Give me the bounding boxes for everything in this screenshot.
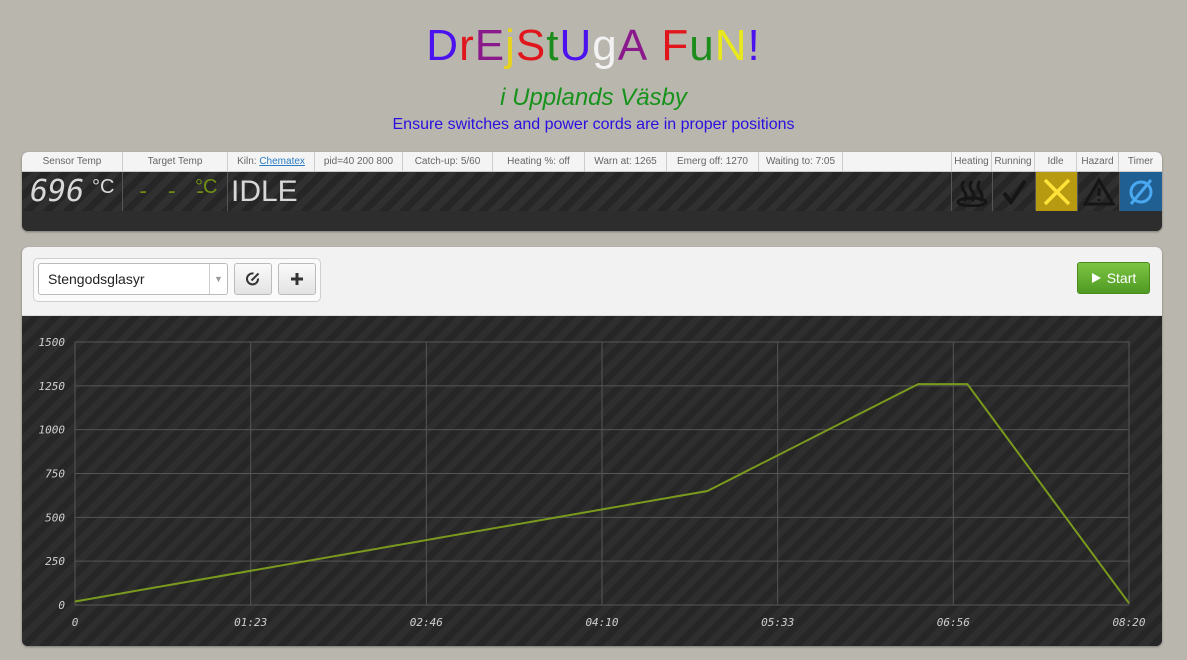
y-tick-label: 1500 bbox=[39, 336, 66, 349]
kiln-name-link[interactable]: Chematex bbox=[259, 156, 305, 167]
warn-at-value: Warn at: 1265 bbox=[585, 152, 667, 171]
title-letter: g bbox=[592, 21, 618, 70]
idle-indicator bbox=[1035, 172, 1077, 211]
idle-label: Idle bbox=[1035, 152, 1077, 171]
profile-toolbar: Stengodsglasyr ▼ Start bbox=[22, 247, 1162, 316]
edit-icon bbox=[246, 272, 260, 286]
sensor-temp-unit: °C bbox=[92, 176, 115, 198]
y-tick-label: 1250 bbox=[39, 380, 66, 393]
profile-line bbox=[74, 383, 1130, 604]
x-tick-label: 02:46 bbox=[410, 616, 443, 629]
idle-x-icon bbox=[1043, 178, 1070, 205]
y-tick-label: 250 bbox=[45, 555, 65, 568]
y-axis-ticks: 0 250 500 750 1000 1250 1500 bbox=[39, 336, 66, 612]
status-footer-strip bbox=[22, 211, 1162, 231]
heating-label: Heating bbox=[951, 152, 992, 171]
title-letter: u bbox=[689, 21, 715, 70]
target-temp-unit: °C bbox=[195, 176, 218, 198]
title-letter: j bbox=[505, 21, 516, 70]
hazard-icon bbox=[1082, 176, 1115, 205]
x-tick-label: 0 bbox=[72, 616, 79, 629]
timer-indicator bbox=[1119, 172, 1162, 211]
x-tick-label: 01:23 bbox=[234, 616, 267, 629]
profile-select-value: Stengodsglasyr bbox=[48, 271, 145, 287]
title-letter: r bbox=[459, 21, 475, 70]
target-temp-display: - - - °C bbox=[123, 172, 228, 211]
add-profile-button[interactable] bbox=[278, 263, 316, 295]
target-temp-label: Target Temp bbox=[123, 152, 228, 171]
timer-icon bbox=[1129, 178, 1153, 205]
start-button[interactable]: Start bbox=[1077, 262, 1150, 294]
x-tick-label: 04:10 bbox=[585, 616, 618, 629]
catchup-value: Catch-up: 5/60 bbox=[403, 152, 493, 171]
title-letter bbox=[648, 18, 661, 74]
emerg-off-value: Emerg off: 1270 bbox=[667, 152, 759, 171]
title-letter: S bbox=[515, 21, 547, 70]
edit-profile-button[interactable] bbox=[234, 263, 272, 295]
plus-icon bbox=[291, 273, 303, 285]
heating-icon bbox=[956, 179, 988, 207]
sensor-temp-value: 696 bbox=[30, 174, 85, 209]
hazard-indicator bbox=[1077, 172, 1119, 211]
target-temp-value: - - - bbox=[137, 179, 209, 204]
y-tick-label: 750 bbox=[45, 468, 65, 481]
title-letter: F bbox=[661, 21, 690, 70]
sensor-temp-label: Sensor Temp bbox=[22, 152, 123, 171]
waiting-to-value: Waiting to: 7:05 bbox=[759, 152, 843, 171]
running-label: Running bbox=[992, 152, 1035, 171]
app-subtitle: i Upplands Väsby bbox=[500, 84, 687, 111]
title-letter: E bbox=[474, 21, 506, 70]
status-panel: Sensor Temp Target Temp Kiln: Chematex p… bbox=[22, 152, 1162, 231]
x-axis-ticks: 0 01:23 02:46 04:10 05:33 06:56 08:20 bbox=[72, 616, 1146, 629]
y-tick-label: 1000 bbox=[39, 424, 66, 437]
kiln-info: Kiln: Chematex bbox=[228, 152, 315, 171]
title-letter: A bbox=[617, 21, 649, 70]
title-letter: ! bbox=[747, 21, 761, 70]
app-title: DrEjStUgA FuN! bbox=[0, 18, 1187, 74]
pid-value: pid=40 200 800 bbox=[315, 152, 403, 171]
timer-label: Timer bbox=[1127, 156, 1154, 167]
state-display: IDLE bbox=[228, 172, 951, 211]
x-tick-label: 06:56 bbox=[937, 616, 970, 629]
profile-panel: Stengodsglasyr ▼ Start bbox=[22, 247, 1162, 646]
y-tick-label: 0 bbox=[58, 599, 65, 612]
hazard-label: Hazard bbox=[1077, 152, 1119, 171]
title-letter: D bbox=[426, 21, 460, 70]
state-value: IDLE bbox=[231, 175, 298, 208]
status-value-row: 696 °C - - - °C IDLE bbox=[22, 172, 1162, 211]
safety-notice: Ensure switches and power cords are in p… bbox=[392, 116, 795, 133]
running-check-icon bbox=[1002, 179, 1027, 205]
profile-select[interactable]: Stengodsglasyr ▼ bbox=[38, 263, 228, 295]
heating-indicator bbox=[951, 172, 992, 211]
start-button-label: Start bbox=[1106, 270, 1137, 286]
chart-background bbox=[22, 316, 1162, 646]
kiln-label: Kiln: bbox=[237, 156, 257, 167]
chart-grid bbox=[74, 341, 1130, 606]
heating-percent-value: Heating %: off bbox=[493, 152, 585, 171]
sensor-temp-display: 696 °C bbox=[22, 172, 123, 211]
chart-series bbox=[74, 383, 1130, 604]
y-tick-label: 500 bbox=[45, 511, 65, 524]
title-letter: U bbox=[559, 21, 593, 70]
x-tick-label: 05:33 bbox=[761, 616, 794, 629]
play-icon bbox=[1091, 273, 1101, 283]
status-header-row: Sensor Temp Target Temp Kiln: Chematex p… bbox=[22, 152, 1162, 172]
title-letter: t bbox=[546, 21, 560, 70]
running-indicator bbox=[992, 172, 1035, 211]
title-letter: N bbox=[714, 21, 748, 70]
x-tick-label: 08:20 bbox=[1112, 616, 1145, 629]
profile-control-group: Stengodsglasyr ▼ bbox=[33, 258, 321, 302]
chevron-down-icon[interactable]: ▼ bbox=[209, 264, 227, 294]
